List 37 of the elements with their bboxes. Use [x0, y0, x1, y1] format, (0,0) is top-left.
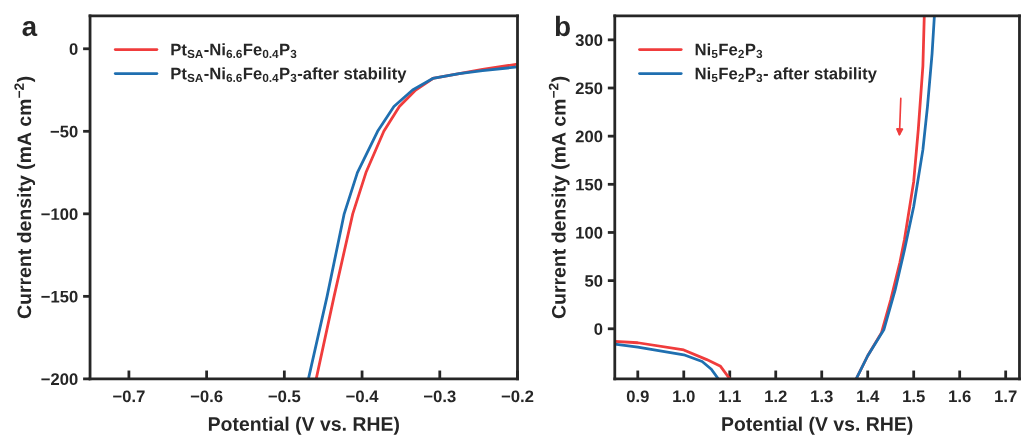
x-tick-label: 1.0	[673, 390, 695, 403]
x-tick-label: −0.2	[501, 390, 534, 403]
legend-label: Pt$_{SA}$-Ni$_{6.6}$Fe$_{0.4}$P$_{3}$	[171, 43, 297, 59]
x-tick-label: −0.4	[346, 390, 379, 403]
y-tick-label: −200	[41, 373, 78, 386]
x-tick-label: 1.3	[811, 390, 833, 403]
x-axis-title: Potential (V vs. RHE)	[208, 416, 399, 435]
y-tick-label: 250	[575, 82, 603, 95]
y-tick-label: 200	[575, 130, 603, 143]
y-axis-title: Current density (mA cm$^{−2}$)	[14, 76, 36, 319]
x-tick-label: −0.7	[113, 390, 145, 403]
y-tick-label: 150	[576, 178, 603, 191]
text: Pt$_{SA}$-Ni$_{6.6}$Fe$_{0.4}$P$_{3}$-after stability	[171, 67, 407, 83]
x-tick-label: 1.4	[857, 390, 880, 403]
y-tick-label: 300	[575, 34, 603, 47]
y-tick-label: 0	[69, 43, 78, 55]
legend-label: Ni$_{5}$Fe$_{2}$P$_{3}$- after stability	[695, 67, 877, 83]
y-tick-label: −150	[41, 290, 78, 303]
x-tick-label: 1.6	[949, 390, 971, 403]
chart-title: b	[555, 15, 570, 37]
x-tick-label: 1.5	[903, 390, 925, 403]
y-tick-label: 0	[594, 323, 603, 335]
chart-title: a	[22, 20, 38, 37]
x-tick-label: −0.3	[424, 390, 456, 403]
legend-label: Ni$_{5}$Fe$_{2}$P$_{3}$	[695, 43, 763, 59]
y-tick-label: 100	[576, 226, 603, 239]
x-tick-label: 0.9	[626, 390, 649, 403]
y-axis-title: Current density (mA cm$^{−2}$)	[548, 76, 570, 319]
x-axis-title: Potential (V vs. RHE)	[722, 416, 913, 435]
y-tick-label: −50	[50, 125, 78, 138]
x-tick-label: −0.5	[268, 390, 301, 403]
x-tick-label: 1.1	[719, 390, 741, 403]
y-tick-label: −100	[41, 208, 78, 221]
y-tick-label: 50	[584, 275, 603, 287]
x-tick-label: −0.6	[190, 390, 223, 403]
x-tick-label: 1.7	[995, 390, 1017, 403]
x-tick-label: 1.2	[765, 390, 787, 403]
